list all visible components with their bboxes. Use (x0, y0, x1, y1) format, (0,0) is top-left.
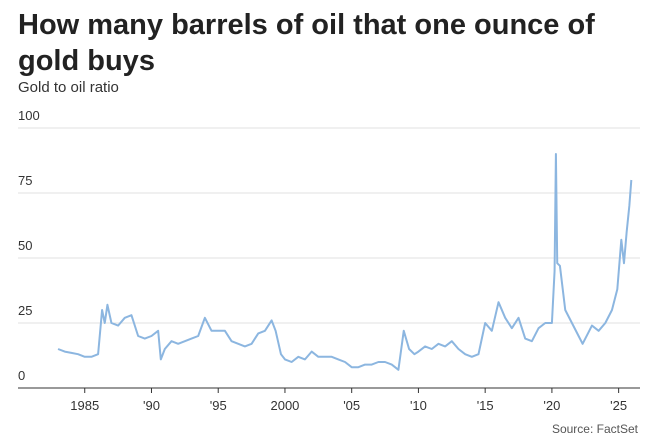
x-tick-label: '25 (610, 398, 627, 413)
x-tick-label: '05 (343, 398, 360, 413)
chart-title: How many barrels of oil that one ounce o… (18, 9, 595, 41)
x-tick-label: 1985 (70, 398, 99, 413)
x-tick-label: 2000 (270, 398, 299, 413)
source: Source: FactSet (552, 422, 639, 436)
x-tick-label: '95 (210, 398, 227, 413)
chart-title: gold buys (18, 45, 155, 77)
y-tick-label: 50 (18, 238, 32, 253)
data-line (57, 153, 633, 371)
y-tick-label: 75 (18, 173, 32, 188)
y-tick-label: 25 (18, 303, 32, 318)
y-tick-label: 100 (18, 108, 40, 123)
x-tick-label: '90 (143, 398, 160, 413)
y-tick-label: 0 (18, 368, 25, 383)
x-tick-label: '15 (477, 398, 494, 413)
subtitle: Gold to oil ratio (18, 79, 119, 96)
x-tick-label: '20 (543, 398, 560, 413)
x-tick-label: '10 (410, 398, 427, 413)
